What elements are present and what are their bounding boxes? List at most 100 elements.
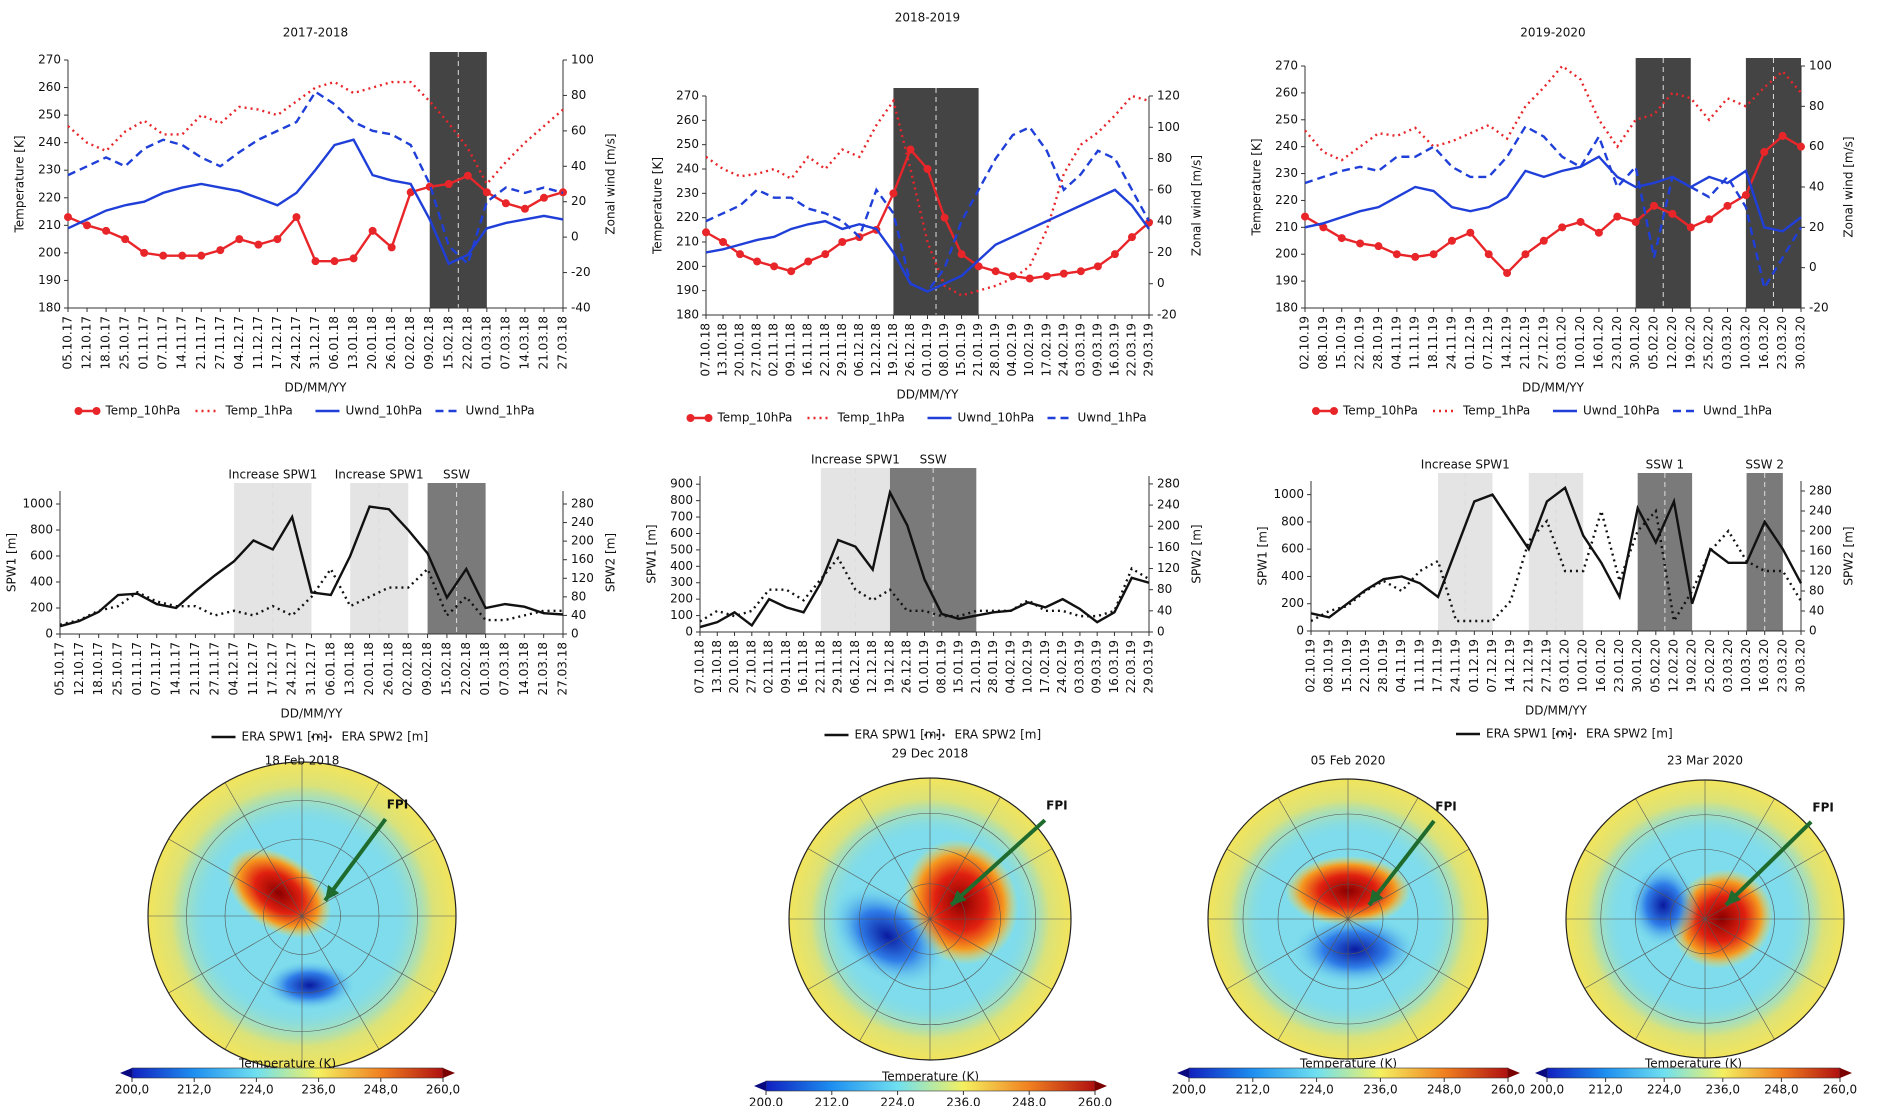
map-annotation: FPI <box>1046 799 1067 813</box>
map-border <box>788 777 1072 1061</box>
x-tick-label: 19.02.20 <box>1685 639 1699 692</box>
y-tick-label: 200 <box>1281 596 1304 610</box>
legend-label: Temp_1hPa <box>225 404 293 418</box>
series-line <box>67 80 564 187</box>
y-tick-label: 240 <box>1275 139 1298 153</box>
point <box>1025 274 1034 283</box>
period-label: Increase SPW1 <box>1421 458 1510 472</box>
map-annotation: FPI <box>1435 800 1456 814</box>
point <box>906 145 915 154</box>
y2-tick-label: 200 <box>571 534 594 548</box>
y-axis-label: Temperature [K] <box>1250 138 1264 236</box>
period-label: SSW <box>443 468 470 482</box>
legend-label: Uwnd_1hPa <box>466 404 535 418</box>
y-tick-label: 260 <box>676 113 699 127</box>
x-tick-label: 07.03.18 <box>497 642 511 695</box>
x-tick-label: 24.02.19 <box>1056 323 1070 376</box>
y2-tick-label: 40 <box>571 159 586 173</box>
y-tick-label: 180 <box>38 301 61 315</box>
x-tick-label: 23.03.20 <box>1775 639 1789 692</box>
x-tick-label: 27.11.17 <box>207 642 221 695</box>
x-tick-label: 17.02.19 <box>1039 323 1053 376</box>
x-tick-label: 14.11.17 <box>175 316 189 369</box>
x-tick-label: 19.02.20 <box>1683 316 1697 369</box>
point <box>702 228 710 237</box>
map-meridian <box>807 848 1053 990</box>
y-tick-label: 200 <box>1275 247 1298 261</box>
x-axis-label: DD/MM/YY <box>285 381 348 395</box>
point <box>1411 252 1420 261</box>
x-tick-label: 27.12.19 <box>1536 316 1550 369</box>
annotation-arrow <box>1367 819 1436 907</box>
colorbar-tick-label: 224,0 <box>1299 1083 1333 1097</box>
point <box>1558 223 1567 232</box>
colorbar-tick-label: 248,0 <box>1764 1083 1798 1097</box>
x-tick-label: 20.01.18 <box>365 316 379 369</box>
x-tick-label: 16.03.19 <box>1107 640 1121 693</box>
colorbar-tick-label: 212,0 <box>815 1096 849 1106</box>
annotation-arrowhead <box>1725 890 1742 906</box>
y-tick-label: 220 <box>1275 193 1298 207</box>
x-tick-label: 13.10.18 <box>716 323 730 376</box>
y-tick-label: 250 <box>38 108 61 122</box>
point <box>1429 250 1438 259</box>
point <box>1576 217 1585 226</box>
x-tick-label: 21.03.18 <box>536 316 550 369</box>
y2-axis-label: Zonal wind [m/s] <box>1190 155 1204 256</box>
x-tick-label: 25.02.20 <box>1702 316 1716 369</box>
period-label: SSW <box>920 453 947 467</box>
x-tick-label: 14.12.19 <box>1503 639 1517 692</box>
x-tick-label: 05.10.17 <box>61 316 75 369</box>
point <box>273 235 282 244</box>
y2-axis-label: Zonal wind [m/s] <box>604 133 618 234</box>
colorbar-tick-label: 260,0 <box>1491 1083 1525 1097</box>
point <box>1668 209 1677 218</box>
x-tick-label: 25.10.17 <box>111 642 125 695</box>
colorbar-tick-label: 224,0 <box>239 1083 273 1097</box>
y2-tick-label: 0 <box>1157 625 1165 639</box>
chart-title: 2017-2018 <box>283 26 348 40</box>
y2-tick-label: 60 <box>571 123 586 137</box>
y-tick-label: 210 <box>676 235 699 249</box>
y2-tick-label: 120 <box>1809 564 1832 578</box>
x-tick-label: 12.02.20 <box>1666 639 1680 692</box>
point <box>235 235 244 244</box>
x-tick-label: 01.01.19 <box>917 640 931 693</box>
point <box>940 213 949 222</box>
x-tick-label: 02.10.19 <box>1304 639 1318 692</box>
x-tick-label: 21.11.17 <box>194 316 208 369</box>
y-tick-label: 400 <box>670 559 693 573</box>
series-line <box>67 90 564 266</box>
legend-label: Uwnd_10hPa <box>1583 404 1660 418</box>
x-tick-label: 18.11.19 <box>1426 316 1440 369</box>
point <box>178 251 187 260</box>
point <box>1127 233 1136 242</box>
x-tick-label: 11.11.19 <box>1408 316 1422 369</box>
y2-tick-label: 160 <box>571 552 594 566</box>
x-tick-label: 29.11.18 <box>831 640 845 693</box>
map-title: 18 Feb 2018 <box>265 754 340 768</box>
y-tick-label: 190 <box>1275 274 1298 288</box>
x-tick-label: 03.03.19 <box>1073 323 1087 376</box>
y-tick-label: 800 <box>1281 514 1304 528</box>
series-line <box>1310 506 1803 625</box>
y2-tick-label: 40 <box>1809 604 1824 618</box>
legend-label: ERA SPW1 [m] <box>855 728 942 742</box>
x-tick-label: 04.02.19 <box>1005 323 1019 376</box>
point <box>254 240 263 249</box>
x-tick-label: 07.10.18 <box>699 323 713 376</box>
point <box>482 188 491 197</box>
y-axis-label: SPW1 [m] <box>645 524 659 583</box>
x-tick-label: 27.12.19 <box>1539 639 1553 692</box>
colorbar-tick-label: 200,0 <box>115 1083 149 1097</box>
y-tick-label: 0 <box>45 627 53 641</box>
x-tick-label: 04.12.17 <box>227 642 241 695</box>
point <box>1093 262 1102 271</box>
chart-title: 2019-2020 <box>1520 26 1585 40</box>
x-tick-label: 19.12.18 <box>886 323 900 376</box>
y2-tick-label: 80 <box>1809 99 1824 113</box>
y2-tick-label: 120 <box>1157 561 1180 575</box>
point <box>1392 250 1401 259</box>
y-tick-label: 200 <box>38 245 61 259</box>
legend-marker <box>704 414 713 422</box>
